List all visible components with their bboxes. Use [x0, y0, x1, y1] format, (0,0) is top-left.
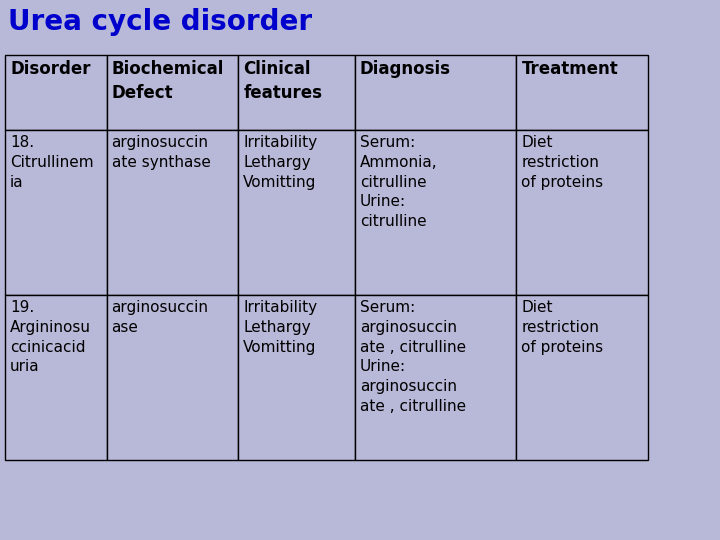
Text: Serum:
Ammonia,
citrulline
Urine:
citrulline: Serum: Ammonia, citrulline Urine: citrul…: [360, 135, 437, 229]
Bar: [355, 295, 516, 460]
Text: Irritability
Lethargy
Vomitting: Irritability Lethargy Vomitting: [243, 135, 318, 190]
Text: Diet
restriction
of proteins: Diet restriction of proteins: [521, 135, 603, 190]
Text: Disorder: Disorder: [10, 60, 91, 78]
Bar: [107, 130, 238, 295]
Text: arginosuccin
ate synthase: arginosuccin ate synthase: [112, 135, 210, 170]
Text: Biochemical
Defect: Biochemical Defect: [112, 60, 224, 102]
Bar: [355, 55, 516, 130]
Bar: [5, 130, 107, 295]
Bar: [516, 130, 648, 295]
Bar: [516, 295, 648, 460]
Text: arginosuccin
ase: arginosuccin ase: [112, 300, 209, 335]
Bar: [5, 295, 107, 460]
Text: Clinical
features: Clinical features: [243, 60, 322, 102]
Text: Diagnosis: Diagnosis: [360, 60, 451, 78]
Text: 19.
Argininosu
ccinicacid
uria: 19. Argininosu ccinicacid uria: [10, 300, 91, 374]
Bar: [107, 55, 238, 130]
Text: Urea cycle disorder: Urea cycle disorder: [8, 8, 312, 36]
Bar: [238, 295, 355, 460]
Bar: [238, 130, 355, 295]
Text: Irritability
Lethargy
Vomitting: Irritability Lethargy Vomitting: [243, 300, 318, 355]
Text: Serum:
arginosuccin
ate , citrulline
Urine:
arginosuccin
ate , citrulline: Serum: arginosuccin ate , citrulline Uri…: [360, 300, 466, 414]
Bar: [516, 55, 648, 130]
Bar: [107, 295, 238, 460]
Text: Diet
restriction
of proteins: Diet restriction of proteins: [521, 300, 603, 355]
Bar: [238, 55, 355, 130]
Bar: [355, 130, 516, 295]
Text: Treatment: Treatment: [521, 60, 618, 78]
Bar: [5, 55, 107, 130]
Text: 18.
Citrullinem
ia: 18. Citrullinem ia: [10, 135, 94, 190]
